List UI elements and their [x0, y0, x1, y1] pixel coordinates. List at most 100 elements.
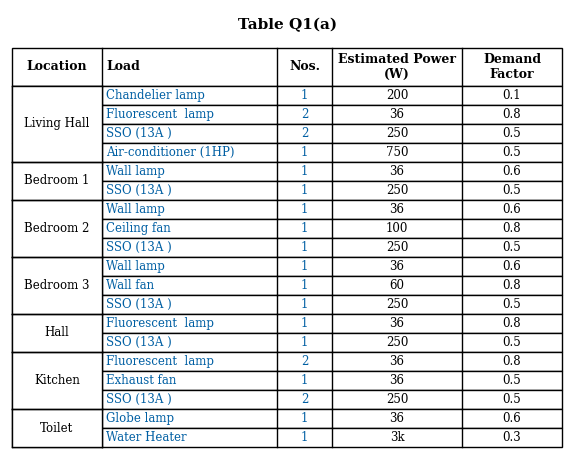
Bar	[12, 86, 562, 105]
Text: 1: 1	[301, 184, 308, 197]
Bar	[13, 315, 101, 351]
Text: 0.6: 0.6	[503, 165, 521, 178]
Text: 36: 36	[389, 412, 404, 425]
Text: 36: 36	[389, 260, 404, 273]
Bar	[12, 105, 562, 124]
Text: SSO (13A ): SSO (13A )	[106, 393, 172, 406]
Bar	[12, 314, 562, 333]
Bar	[12, 200, 562, 219]
Text: SSO (13A ): SSO (13A )	[106, 127, 172, 140]
Text: Fluorescent  lamp: Fluorescent lamp	[106, 108, 214, 121]
Text: 1: 1	[301, 146, 308, 159]
Bar	[13, 352, 101, 409]
Text: Hall: Hall	[44, 326, 69, 340]
Text: 36: 36	[389, 203, 404, 216]
Text: 0.8: 0.8	[503, 355, 521, 368]
Text: Wall lamp: Wall lamp	[106, 203, 165, 216]
Text: Bedroom 3: Bedroom 3	[24, 260, 90, 273]
Text: 100: 100	[386, 222, 408, 235]
Text: 36: 36	[389, 317, 404, 330]
Text: 0.8: 0.8	[503, 108, 521, 121]
Text: 60: 60	[389, 279, 404, 292]
Text: Demand
Factor: Demand Factor	[483, 53, 541, 81]
Bar	[13, 257, 101, 314]
Text: 0.5: 0.5	[503, 184, 521, 197]
Text: 1: 1	[301, 317, 308, 330]
Text: SSO (13A ): SSO (13A )	[106, 241, 172, 254]
Text: 1: 1	[301, 203, 308, 216]
Text: 0.5: 0.5	[503, 298, 521, 311]
Text: Bedroom 1: Bedroom 1	[24, 165, 90, 178]
Text: SSO (13A ): SSO (13A )	[106, 184, 172, 197]
Text: 1: 1	[301, 241, 308, 254]
Bar	[12, 257, 562, 276]
Text: 0.5: 0.5	[503, 336, 521, 349]
Text: 0.6: 0.6	[503, 260, 521, 273]
Text: 0.6: 0.6	[503, 412, 521, 425]
Bar	[12, 428, 562, 447]
Bar	[13, 410, 101, 446]
Text: Bedroom 2: Bedroom 2	[24, 222, 90, 235]
Text: Water Heater: Water Heater	[106, 431, 187, 444]
Text: Fluorescent  lamp: Fluorescent lamp	[106, 317, 214, 330]
Bar	[12, 181, 562, 200]
Text: 3k: 3k	[390, 431, 404, 444]
Bar	[12, 276, 562, 295]
Text: 250: 250	[386, 184, 408, 197]
Text: 0.8: 0.8	[503, 222, 521, 235]
Text: 36: 36	[389, 165, 404, 178]
Text: Exhaust fan: Exhaust fan	[106, 374, 176, 387]
Text: 200: 200	[386, 89, 408, 102]
Text: 250: 250	[386, 393, 408, 406]
Bar	[13, 87, 101, 162]
Bar	[12, 333, 562, 352]
Text: 1: 1	[301, 279, 308, 292]
Bar	[12, 409, 562, 428]
Text: 1: 1	[301, 374, 308, 387]
Text: Chandelier lamp: Chandelier lamp	[106, 89, 205, 102]
Text: 36: 36	[389, 355, 404, 368]
Text: 1: 1	[301, 260, 308, 273]
Text: 0.1: 0.1	[503, 89, 521, 102]
Text: 0.5: 0.5	[503, 374, 521, 387]
Bar	[13, 163, 101, 199]
Text: 0.5: 0.5	[503, 146, 521, 159]
Text: Air-conditioner (1HP): Air-conditioner (1HP)	[106, 146, 234, 159]
Bar	[12, 390, 562, 409]
Text: 0.8: 0.8	[503, 317, 521, 330]
Text: 2: 2	[301, 108, 308, 121]
Text: Hall: Hall	[44, 317, 69, 330]
Text: 2: 2	[301, 127, 308, 140]
Text: 250: 250	[386, 336, 408, 349]
Text: Ceiling fan: Ceiling fan	[106, 222, 170, 235]
Text: Location: Location	[26, 60, 88, 74]
Text: Load: Load	[106, 60, 140, 74]
Text: 1: 1	[301, 412, 308, 425]
Text: 36: 36	[389, 108, 404, 121]
Text: 0.5: 0.5	[503, 393, 521, 406]
Bar	[12, 352, 562, 371]
Bar	[12, 124, 562, 143]
Text: 1: 1	[301, 431, 308, 444]
Bar	[13, 201, 101, 257]
Text: 250: 250	[386, 298, 408, 311]
Text: Living Hall: Living Hall	[24, 89, 90, 102]
Text: Living Hall: Living Hall	[24, 118, 90, 130]
Text: Bedroom 2: Bedroom 2	[24, 203, 90, 216]
Text: 1: 1	[301, 165, 308, 178]
Text: 1: 1	[301, 222, 308, 235]
Text: 0.5: 0.5	[503, 127, 521, 140]
Text: 2: 2	[301, 393, 308, 406]
Text: Wall fan: Wall fan	[106, 279, 154, 292]
Text: Bedroom 3: Bedroom 3	[24, 279, 90, 292]
Text: 1: 1	[301, 89, 308, 102]
Text: Toilet: Toilet	[40, 412, 74, 425]
Text: 1: 1	[301, 298, 308, 311]
Bar	[12, 48, 562, 86]
Text: 0.3: 0.3	[503, 431, 521, 444]
Bar	[12, 219, 562, 238]
Text: Estimated Power
(W): Estimated Power (W)	[338, 53, 456, 81]
Text: Globe lamp: Globe lamp	[106, 412, 174, 425]
Bar	[12, 295, 562, 314]
Text: 0.8: 0.8	[503, 279, 521, 292]
